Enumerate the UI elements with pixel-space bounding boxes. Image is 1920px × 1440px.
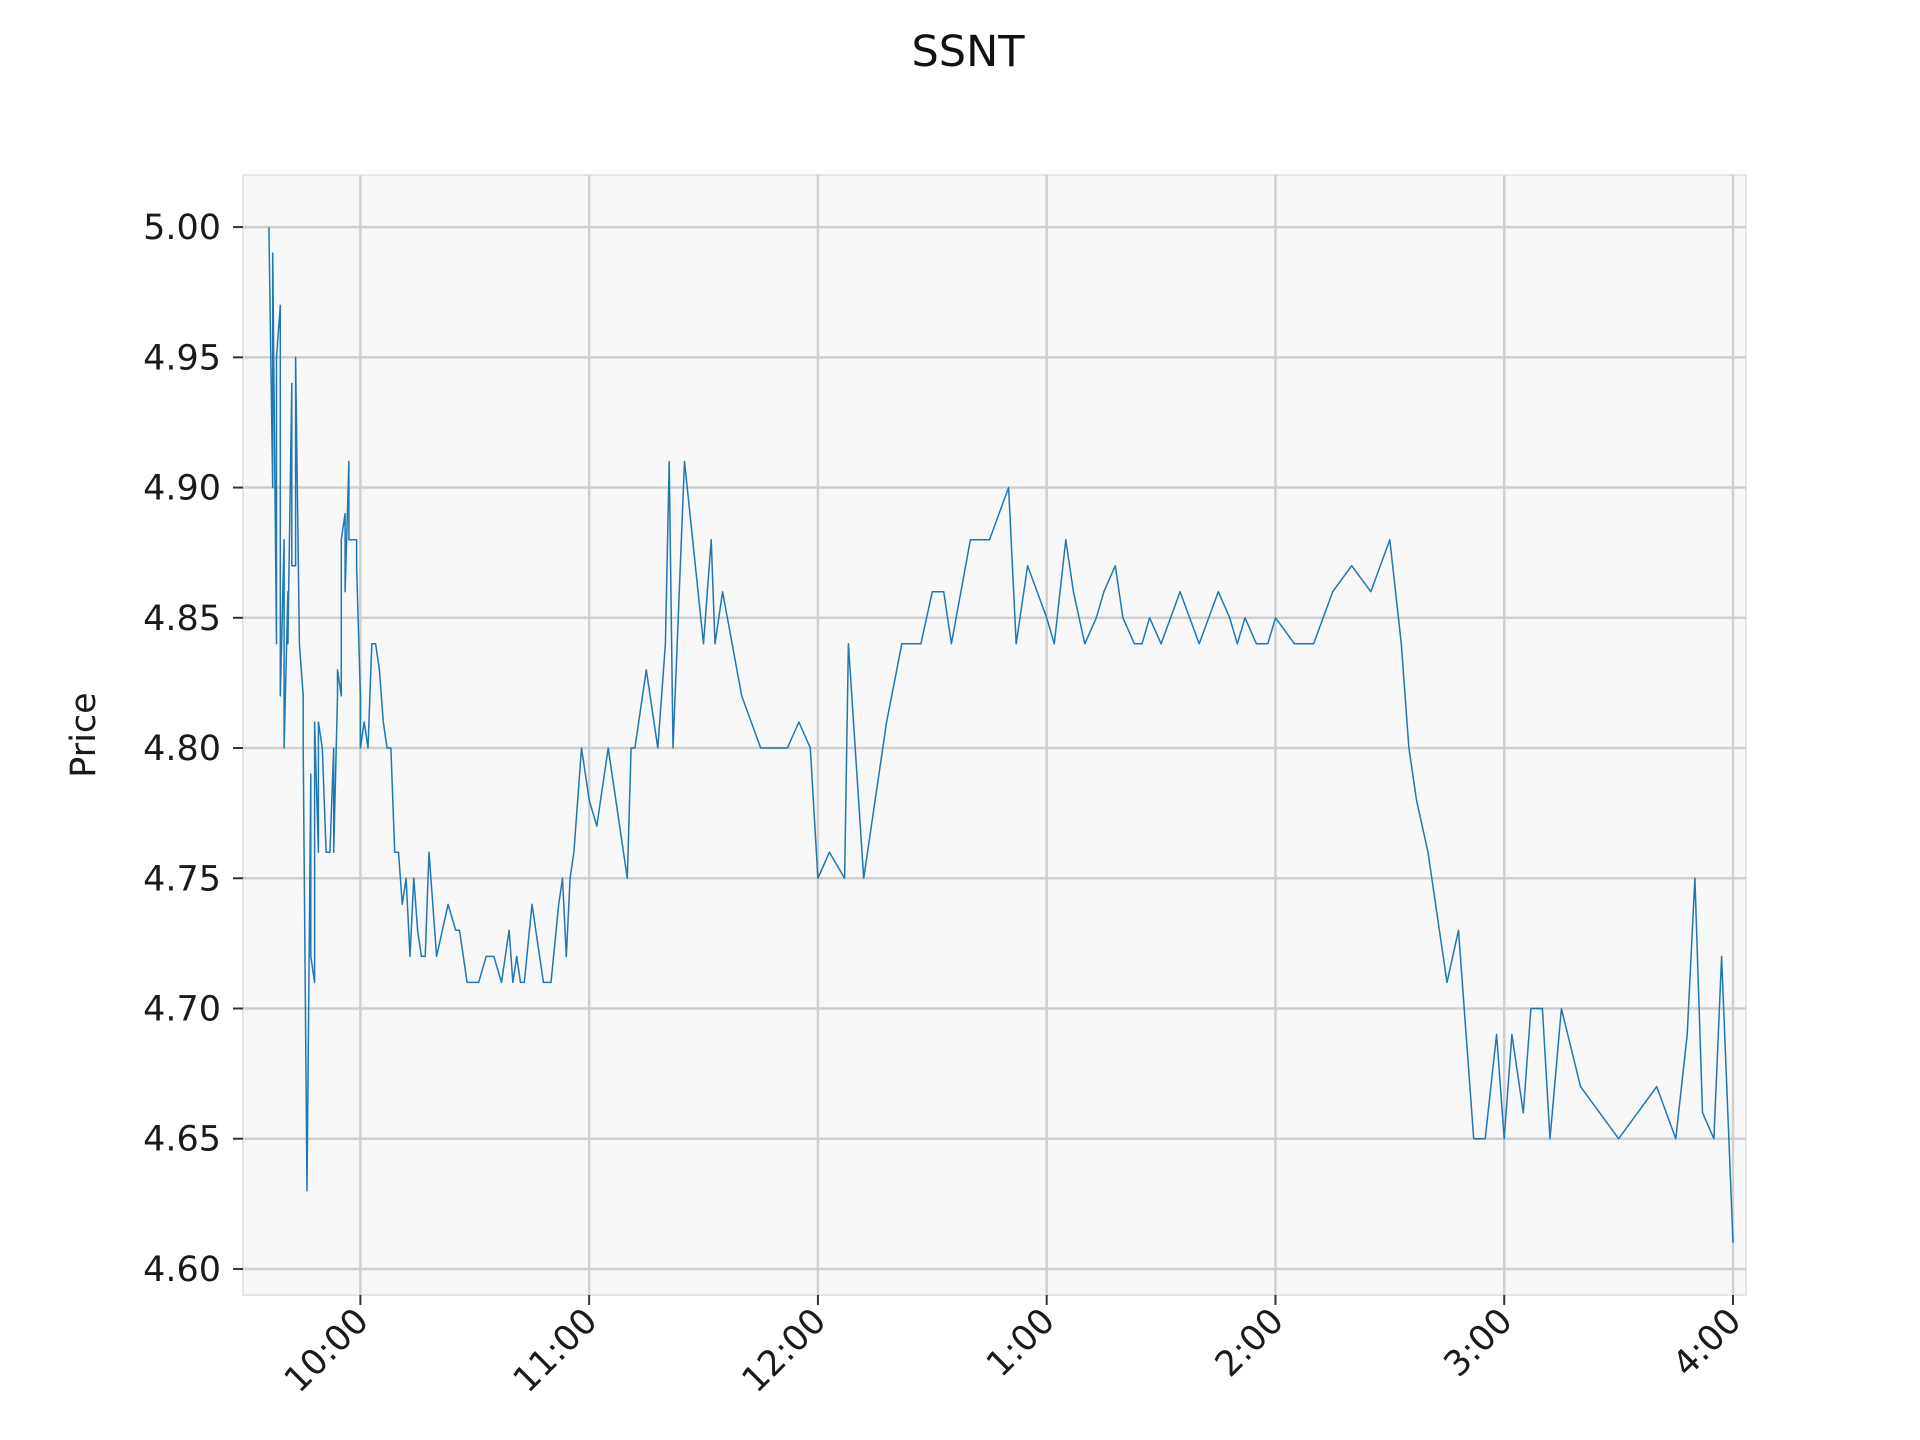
price-series-line [268,227,1734,1243]
x-tick-label: 10:00 [277,1301,377,1401]
grid [243,175,1746,1295]
x-tick-label: 4:00 [1665,1301,1749,1385]
y-tick-label: 4.70 [143,989,221,1029]
x-tick-label: 11:00 [506,1301,606,1401]
y-tick-label: 4.90 [143,469,221,509]
y-tick-label: 5.00 [143,208,221,248]
series-layer [268,227,1734,1243]
x-tick-label: 2:00 [1208,1301,1292,1385]
y-tick-label: 4.65 [143,1120,221,1160]
y-tick-label: 4.60 [143,1250,221,1290]
x-tick-label: 12:00 [735,1301,835,1401]
x-tick-label: 3:00 [1437,1301,1521,1385]
x-tick-label: 1:00 [979,1301,1063,1385]
y-tick-label: 4.85 [143,599,221,639]
y-tick-label: 4.75 [143,859,221,899]
y-axis-label: Price [64,692,104,777]
plot-area [242,174,1747,1296]
chart-title: SSNT [911,27,1025,77]
y-tick-label: 4.95 [143,338,221,378]
y-tick-label: 4.80 [143,729,221,769]
